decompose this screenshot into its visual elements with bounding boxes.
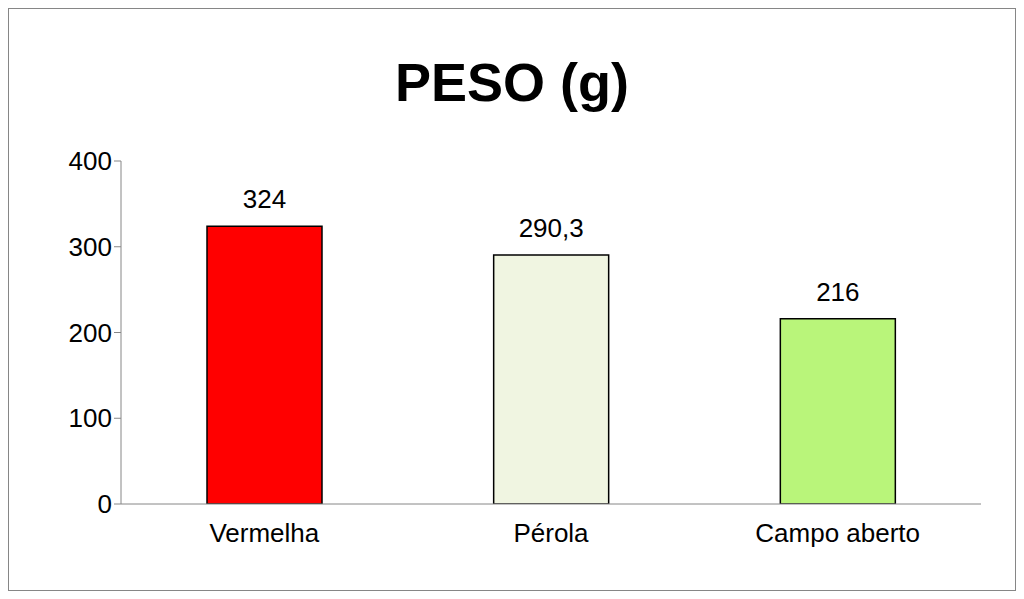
svg-text:200: 200 [69,318,112,348]
svg-text:216: 216 [816,277,859,307]
svg-text:300: 300 [69,232,112,262]
svg-text:290,3: 290,3 [519,213,584,243]
svg-text:Vermelha: Vermelha [209,518,319,548]
svg-text:324: 324 [243,184,286,214]
svg-text:0: 0 [98,489,112,519]
svg-text:Campo aberto: Campo aberto [755,518,920,548]
svg-text:100: 100 [69,403,112,433]
svg-text:400: 400 [69,146,112,176]
html-text:PESO (g): PESO (g) [395,52,629,112]
svg-text:Pérola: Pérola [513,518,589,548]
